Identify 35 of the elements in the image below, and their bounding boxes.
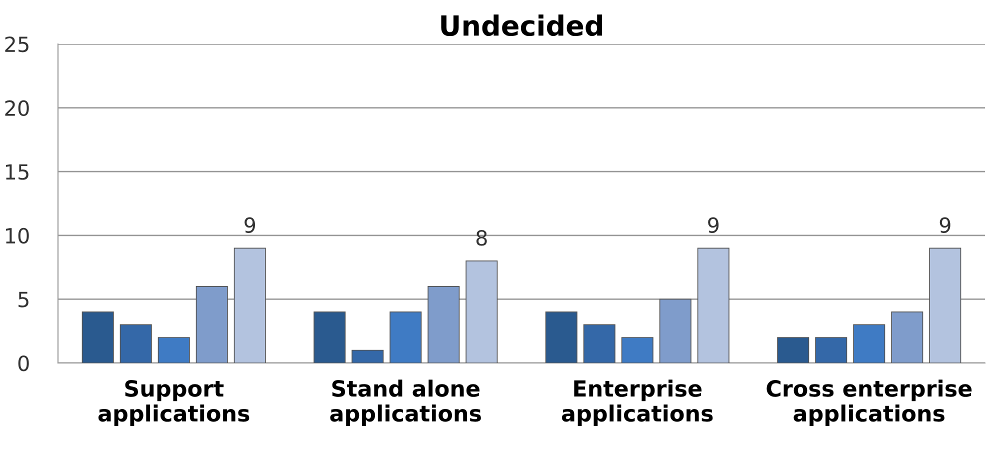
x-tick-label: Enterprise applications bbox=[562, 380, 713, 426]
y-tick-label: 20 bbox=[5, 100, 29, 116]
bar bbox=[545, 312, 578, 363]
y-tick-label: 0 bbox=[18, 355, 29, 372]
data-label: 8 bbox=[476, 230, 487, 246]
bar bbox=[777, 337, 810, 363]
bar bbox=[158, 337, 190, 363]
bar bbox=[314, 312, 346, 363]
x-tick-label: Support applications bbox=[98, 380, 250, 426]
data-label: 9 bbox=[244, 217, 256, 234]
y-tick-label: 15 bbox=[6, 164, 28, 180]
bar bbox=[390, 312, 422, 363]
bar bbox=[697, 248, 730, 363]
bar bbox=[196, 286, 228, 363]
bar bbox=[621, 337, 654, 363]
bar bbox=[659, 298, 692, 363]
x-tick-label: Cross enterprise applications bbox=[766, 380, 972, 426]
bar bbox=[234, 248, 266, 363]
chart-title: Undecided bbox=[441, 14, 602, 36]
y-tick-label: 5 bbox=[18, 292, 28, 308]
bar bbox=[352, 350, 384, 363]
bar bbox=[929, 248, 962, 363]
bar bbox=[815, 337, 848, 363]
data-label: 9 bbox=[708, 217, 719, 234]
y-tick-label: 25 bbox=[5, 36, 28, 52]
bar bbox=[120, 324, 152, 363]
bar bbox=[853, 324, 886, 363]
bar bbox=[891, 312, 924, 363]
data-label: 9 bbox=[940, 217, 950, 234]
bar bbox=[466, 260, 498, 363]
y-tick-label: 10 bbox=[6, 228, 29, 244]
bar bbox=[82, 312, 114, 363]
x-tick-label: Stand alone applications bbox=[330, 380, 481, 426]
bar bbox=[583, 324, 616, 363]
bar bbox=[428, 286, 460, 363]
